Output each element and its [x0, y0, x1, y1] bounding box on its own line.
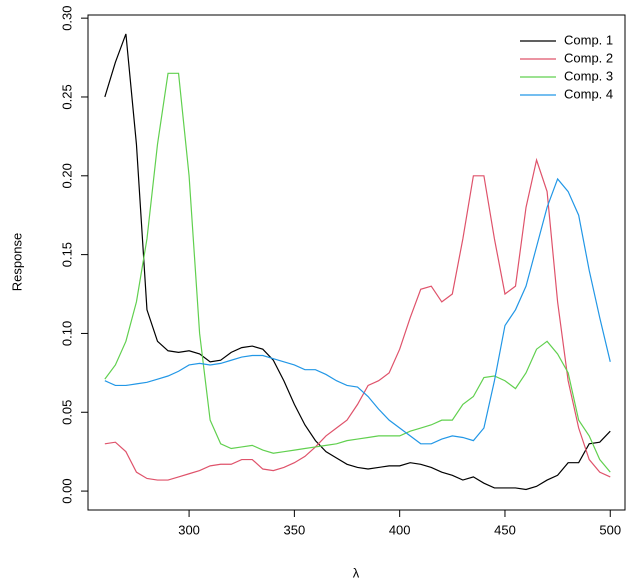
y-tick-label: 0.10 [59, 321, 74, 346]
x-tick-label: 400 [389, 522, 411, 537]
y-tick-label: 0.15 [59, 242, 74, 267]
legend-label: Comp. 3 [564, 68, 613, 83]
y-axis-label: Response [9, 233, 24, 292]
x-tick-label: 300 [178, 522, 200, 537]
series-line [104, 177, 611, 445]
x-axis-label: λ [353, 565, 360, 580]
series-line [104, 72, 611, 473]
series-line [104, 157, 611, 481]
legend-label: Comp. 1 [564, 32, 613, 47]
y-tick-label: 0.25 [59, 84, 74, 109]
series-line [104, 33, 611, 491]
y-tick-label: 0.20 [59, 163, 74, 188]
x-tick-label: 350 [284, 522, 306, 537]
x-tick-label: 500 [599, 522, 621, 537]
legend-label: Comp. 4 [564, 86, 613, 101]
y-tick-label: 0.05 [59, 400, 74, 425]
legend-label: Comp. 2 [564, 50, 613, 65]
plot-box [87, 14, 626, 511]
x-tick-label: 450 [494, 522, 516, 537]
y-tick-label: 0.30 [59, 5, 74, 30]
y-tick-label: 0.00 [59, 478, 74, 503]
